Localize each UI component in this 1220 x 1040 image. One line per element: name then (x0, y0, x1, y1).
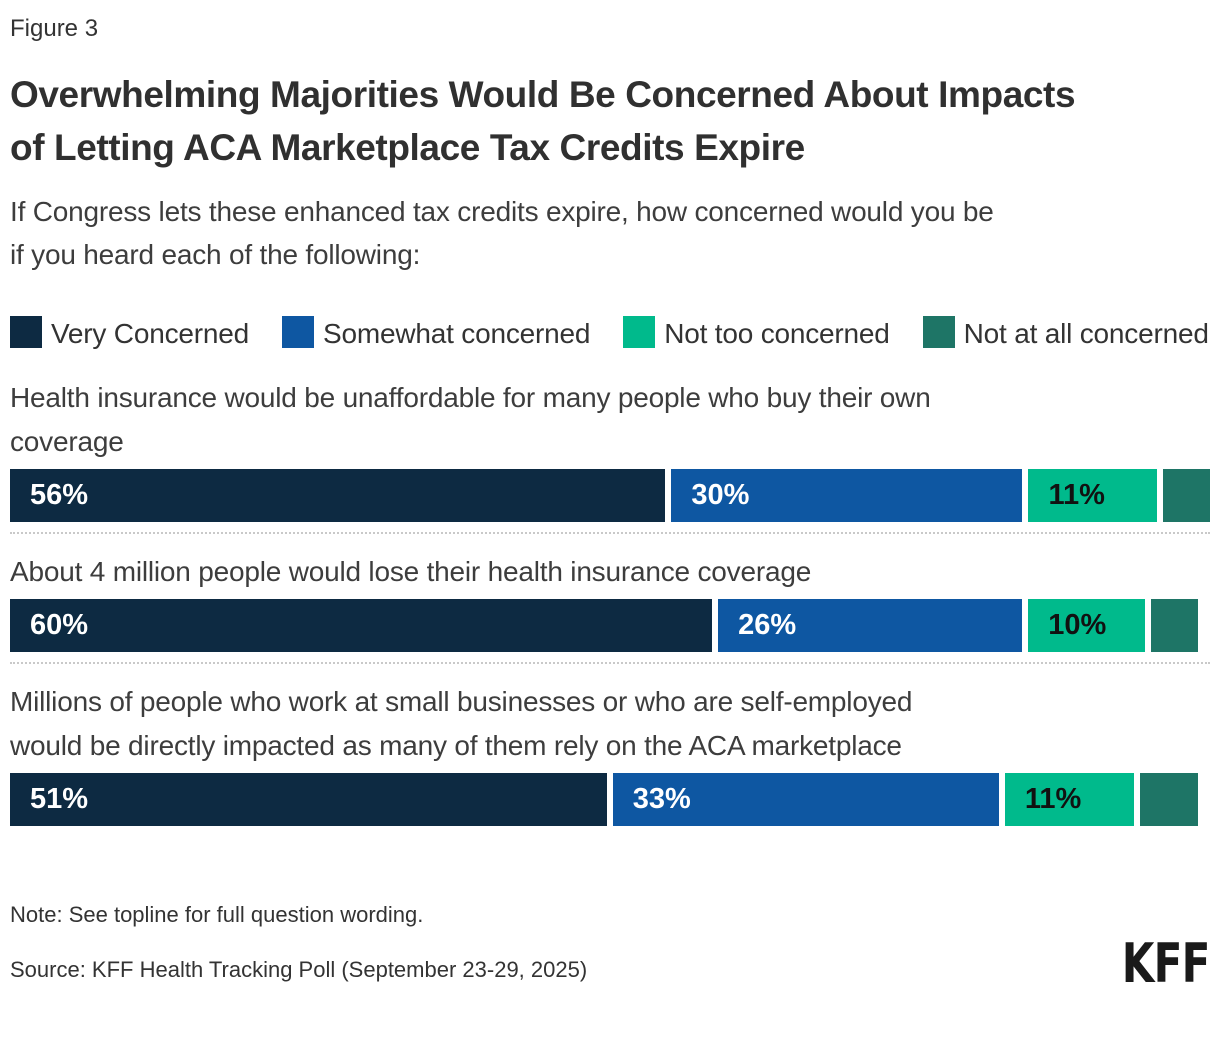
bar-value-label: 10% (1048, 609, 1107, 641)
chart-subtitle-line-1: If Congress lets these enhanced tax cred… (10, 196, 994, 227)
bar-segment: 33% (612, 773, 999, 826)
bar-segment: 11% (1004, 773, 1134, 826)
figure-label: Figure 3 (10, 15, 99, 42)
bar-segment: 30% (671, 469, 1023, 522)
bar-row: 51% 33% 11% (10, 773, 1199, 826)
chart-subtitle: If Congress lets these enhanced tax cred… (10, 190, 1210, 276)
legend-label: Somewhat concerned (323, 318, 591, 349)
legend-swatch (282, 316, 314, 348)
bar-value-label: 30% (691, 479, 750, 511)
legend-swatch (10, 316, 42, 348)
bar-segment (1151, 599, 1199, 652)
bar-category-label: Millions of people who work at small bus… (10, 686, 913, 761)
bar-category-label: About 4 million people would lose their … (10, 556, 812, 587)
source-text: Source: KFF Health Tracking Poll (Septem… (10, 957, 588, 982)
row-separator (10, 532, 1210, 534)
legend-label: Very Concerned (51, 318, 249, 349)
source-row: Source: KFF Health Tracking Poll (Septem… (10, 932, 1211, 995)
bar-value-label: 60% (30, 609, 89, 641)
legend-label: Not at all concerned (963, 318, 1209, 349)
bar-segment: 51% (10, 773, 607, 826)
stacked-bar-chart: Health insurance would be unaffordable f… (10, 376, 1210, 826)
bar-segment: 56% (10, 469, 666, 522)
legend-item: Somewhat concerned (282, 316, 591, 349)
legend-item: Not at all concerned (922, 316, 1209, 349)
bar-row: 60% 26% 10% (10, 599, 1199, 652)
chart-subtitle-line-2: if you heard each of the following: (10, 239, 421, 270)
bar-segment: 60% (10, 599, 713, 652)
chart-legend: Very Concerned Somewhat concerned Not too … (10, 305, 1210, 362)
row-separator (10, 662, 1210, 664)
bar-value-label: 56% (30, 479, 89, 511)
legend-swatch (922, 316, 955, 348)
legend-item: Very Concerned (10, 316, 249, 349)
chart-title-line-2: of Letting ACA Marketplace Tax Credits E… (10, 127, 805, 168)
kff-logo: KFF (1122, 932, 1211, 995)
bar-segment: 10% (1028, 599, 1146, 652)
bar-value-label: 33% (632, 783, 691, 815)
bar-row: 56% 30% 11% (10, 469, 1210, 522)
bar-category-label: Health insurance would be unaffordable f… (10, 382, 931, 457)
bar-value-label: 51% (30, 783, 89, 815)
bar-value-label: 26% (738, 609, 797, 641)
bar-segment (1139, 773, 1199, 826)
chart-title: Overwhelming Majorities Would Be Concern… (10, 68, 1210, 174)
legend-item: Not too concerned (623, 316, 890, 349)
bar-segment (1163, 469, 1210, 522)
legend-label: Not too concerned (664, 318, 890, 349)
note-text: Note: See topline for full question word… (10, 902, 424, 927)
bar-value-label: 11% (1024, 783, 1082, 815)
bar-segment: 26% (718, 599, 1023, 652)
chart-title-line-1: Overwhelming Majorities Would Be Concern… (10, 74, 1076, 115)
legend-swatch (623, 316, 656, 348)
bar-value-label: 11% (1048, 479, 1105, 511)
bar-segment: 11% (1028, 469, 1158, 522)
